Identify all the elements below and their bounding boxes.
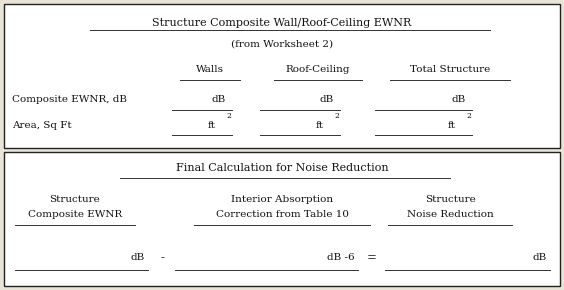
Text: Structure: Structure <box>425 195 475 204</box>
Text: dB: dB <box>452 95 466 104</box>
Text: Area, Sq Ft: Area, Sq Ft <box>12 121 72 130</box>
Text: ft: ft <box>448 121 456 130</box>
Text: Interior Absorption: Interior Absorption <box>231 195 333 204</box>
Text: Structure Composite Wall/Roof-Ceiling EWNR: Structure Composite Wall/Roof-Ceiling EW… <box>152 18 412 28</box>
Text: -: - <box>160 251 164 264</box>
Text: 2: 2 <box>466 112 471 120</box>
Text: dB: dB <box>533 253 547 262</box>
Text: ft: ft <box>208 121 216 130</box>
Text: (from Worksheet 2): (from Worksheet 2) <box>231 40 333 49</box>
Text: Correction from Table 10: Correction from Table 10 <box>215 210 349 219</box>
Text: Composite EWNR: Composite EWNR <box>28 210 122 219</box>
Text: Composite EWNR, dB: Composite EWNR, dB <box>12 95 127 104</box>
FancyBboxPatch shape <box>4 4 560 148</box>
Text: Total Structure: Total Structure <box>410 65 490 74</box>
Text: Roof-Ceiling: Roof-Ceiling <box>286 65 350 74</box>
Text: Noise Reduction: Noise Reduction <box>407 210 494 219</box>
Text: dB: dB <box>131 253 145 262</box>
Text: Structure: Structure <box>50 195 100 204</box>
Text: Final Calculation for Noise Reduction: Final Calculation for Noise Reduction <box>176 163 388 173</box>
FancyBboxPatch shape <box>4 152 560 286</box>
Text: dB: dB <box>320 95 334 104</box>
Text: =: = <box>367 251 377 264</box>
Text: 2: 2 <box>334 112 339 120</box>
Text: dB: dB <box>212 95 226 104</box>
Text: Walls: Walls <box>196 65 224 74</box>
Text: dB -6: dB -6 <box>327 253 355 262</box>
Text: ft: ft <box>316 121 324 130</box>
Text: 2: 2 <box>226 112 231 120</box>
